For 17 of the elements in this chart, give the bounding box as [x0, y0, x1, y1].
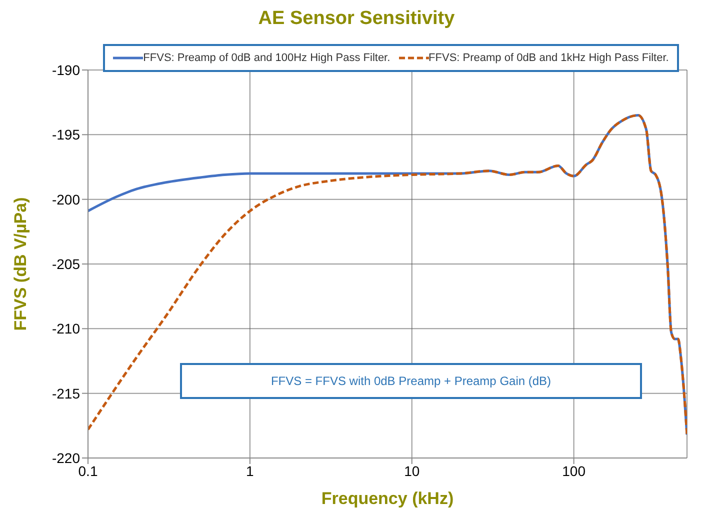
legend-label: FFVS: Preamp of 0dB and 1kHz High Pass Filter. [428, 52, 669, 64]
y-tick-label: -195 [52, 126, 80, 143]
x-axis-title: Frequency (kHz) [321, 489, 454, 508]
x-tick-label: 0.1 [78, 462, 98, 479]
x-tick-label: 10 [404, 462, 420, 479]
y-tick-label: -220 [52, 450, 80, 466]
y-tick-label: -200 [52, 191, 80, 208]
note-box: FFVS = FFVS with 0dB Preamp + Preamp Gain (dB) [180, 363, 642, 399]
chart-title: AE Sensor Sensitivity [257, 8, 456, 30]
y-tick-label: -190 [52, 62, 80, 78]
y-tick-label: -215 [52, 385, 80, 402]
y-tick-label: -210 [52, 320, 80, 337]
x-tick-label: 100 [562, 462, 586, 479]
y-tick-label: -205 [52, 256, 80, 272]
y-axis-title: FFVS (dB V/µPa) [11, 197, 30, 331]
legend-label: FFVS: Preamp of 0dB and 100Hz High Pass Filter. [143, 52, 390, 64]
x-tick-label: 1 [246, 462, 254, 479]
